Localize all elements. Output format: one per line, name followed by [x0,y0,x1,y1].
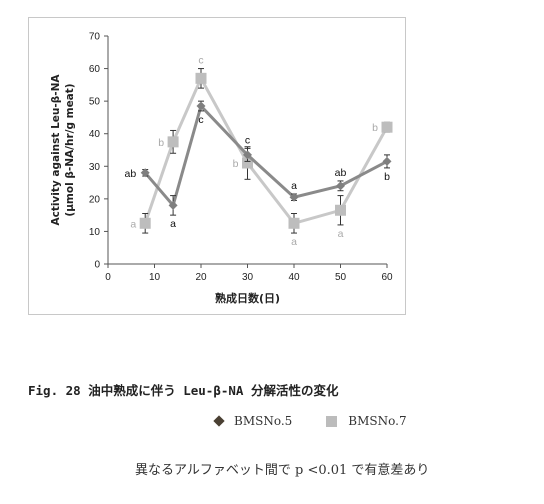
legend-item-bmsno5: BMSNo.5 [213,414,293,428]
significance-label: b [372,122,378,134]
x-tick-label: 30 [242,272,254,283]
data-point-square [139,217,151,229]
data-point-diamond [289,192,299,202]
y-tick-label: 40 [89,129,101,140]
y-tick-label: 30 [89,162,101,173]
data-point-diamond [336,181,345,191]
data-point-diamond [168,200,178,210]
data-point-diamond [382,156,392,166]
significance-label: a [170,218,176,230]
data-point-square [167,136,179,148]
chart-frame: 0 10 20 30 40 50 60 70 0 10 20 30 40 50 60 熟成日数(日) Activ… [28,17,406,315]
significance-label: ab [335,167,347,179]
y-tick-label: 20 [89,194,101,205]
y-tick-label: 60 [89,64,101,75]
x-tick-label: 10 [149,272,161,283]
x-tick-label: 0 [105,272,111,283]
data-point-square [381,121,393,133]
x-tick-label: 20 [195,272,207,283]
figure-caption: Fig. 28 油中熟成に伴う Leu-β-NA 分解活性の変化 [28,383,339,398]
line-chart: 0 10 20 30 40 50 60 70 0 10 20 30 40 50 60 熟成日数(日) Activ… [50,32,393,306]
x-tick-label: 50 [335,272,347,283]
legend-label-bmsno7: BMSNo.7 [348,414,407,428]
y-axis-title-line2: (μmol β-NA/hr/g meat) [64,83,76,216]
data-point-diamond [140,168,150,178]
x-tick-label: 60 [381,272,393,283]
significance-label: a [291,180,297,192]
data-point-square [335,204,346,216]
data-point-square [195,72,207,84]
chart-legend: BMSNo.5 BMSNo.7 [213,414,441,428]
significance-label: b [233,158,239,170]
y-tick-label: 0 [94,260,100,271]
significance-label: c [198,114,203,126]
x-tick-label: 40 [288,272,300,283]
significance-label: ab [125,168,137,180]
data-point-square [242,157,253,169]
y-tick-label: 50 [89,97,101,108]
series-line-BMSNo.7 [143,74,389,226]
data-point-diamond [196,101,206,111]
x-axis-title: 熟成日数(日) [215,291,280,305]
data-point-square [288,217,300,229]
significance-label: a [291,236,297,248]
y-tick-label: 10 [89,227,101,238]
y-axis-title-line1: Activity against Leu-β-NA [50,74,62,226]
data-point-diamond [243,150,252,160]
significance-label: a [338,228,344,240]
significance-label: b [384,171,390,183]
significance-footnote: 異なるアルファベット間で p <0.01 で有意差あり [135,463,430,478]
significance-label: c [198,55,203,67]
legend-label-bmsno5: BMSNo.5 [234,414,293,428]
legend-diamond-marker [213,415,225,427]
significance-label: b [158,137,164,149]
legend-item-bmsno7: BMSNo.7 [326,414,407,428]
significance-label: a [130,218,136,230]
significance-label: c [245,134,250,146]
legend-square-marker [326,415,338,427]
y-tick-label: 70 [89,32,101,43]
